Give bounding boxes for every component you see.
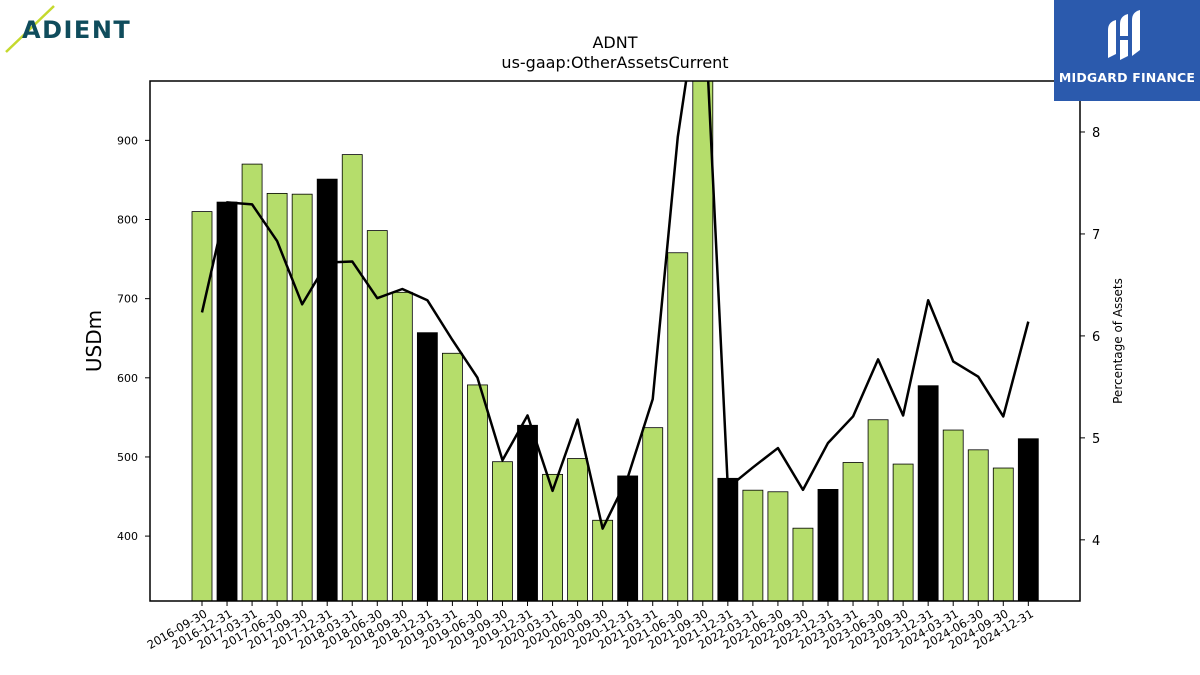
bar-2023-06-30	[867, 419, 889, 601]
bar-2017-09-30	[291, 193, 313, 601]
bar-2020-09-30	[592, 519, 614, 601]
line-group	[200, 81, 1030, 530]
axes: 400500600700800900456782016-09-302016-12…	[117, 126, 1100, 652]
plot-frame	[149, 80, 1081, 602]
bar-2018-12-31	[416, 332, 438, 601]
y2-tick-label: 4	[1092, 534, 1100, 549]
bar-2018-03-31	[341, 154, 363, 601]
bar-2019-12-31	[517, 424, 538, 601]
bar-group	[191, 81, 1039, 601]
midgard-finance-logo: MIDGARD FINANCE	[1054, 0, 1200, 101]
y2-tick-label: 6	[1092, 330, 1100, 345]
bar-2021-12-31	[717, 477, 739, 601]
bar-2017-12-31	[316, 178, 338, 601]
bar-2022-09-30	[792, 527, 814, 601]
midgard-logo-text: MIDGARD FINANCE	[1058, 70, 1196, 85]
bar-2019-06-30	[467, 384, 488, 601]
chart-title: ADNT	[592, 33, 637, 52]
y-tick-label: 600	[117, 372, 138, 385]
bar-2021-06-30	[667, 252, 689, 601]
y2-tick-label: 7	[1092, 228, 1100, 243]
bar-2016-09-30	[191, 211, 213, 601]
bar-2023-09-30	[892, 463, 914, 601]
chart-subtitle: us-gaap:OtherAssetsCurrent	[501, 53, 728, 72]
bar-2022-03-31	[742, 489, 764, 601]
midgard-logo-mark	[1108, 10, 1140, 60]
bar-2019-09-30	[492, 461, 513, 601]
y-tick-label: 700	[117, 293, 138, 306]
bar-2020-03-31	[542, 473, 563, 601]
bar-2021-03-31	[642, 427, 664, 601]
bar-2019-03-31	[441, 352, 463, 601]
bar-2024-09-30	[992, 467, 1014, 601]
adient-logo-text: ADIENT	[22, 16, 131, 44]
bar-2020-06-30	[567, 458, 588, 601]
bar-2023-12-31	[917, 385, 939, 601]
y-tick-label: 400	[117, 530, 138, 543]
y-axis-label: USDm	[82, 310, 106, 372]
adient-logo: ADIENT	[0, 0, 140, 60]
y-tick-label: 500	[117, 451, 138, 464]
y2-axis-label: Percentage of Assets	[1111, 278, 1125, 404]
bar-2017-06-30	[266, 192, 288, 601]
bar-2021-09-30	[692, 81, 714, 601]
bar-2016-12-31	[216, 201, 238, 601]
bar-2017-03-31	[241, 163, 263, 601]
y2-tick-label: 5	[1092, 432, 1100, 447]
y-tick-label: 800	[117, 214, 138, 227]
bar-2022-12-31	[817, 489, 839, 601]
bar-2024-06-30	[967, 449, 989, 601]
bar-2024-03-31	[942, 429, 964, 601]
percentage-line	[200, 81, 1030, 530]
bar-2024-12-31	[1017, 438, 1039, 601]
adient-logo-mark: ADIENT	[5, 5, 131, 53]
y2-tick-label: 8	[1092, 126, 1100, 141]
y-tick-label: 900	[117, 134, 138, 147]
bar-2018-09-30	[391, 291, 413, 601]
bar-2022-06-30	[767, 491, 789, 601]
bar-2023-03-31	[842, 462, 864, 601]
